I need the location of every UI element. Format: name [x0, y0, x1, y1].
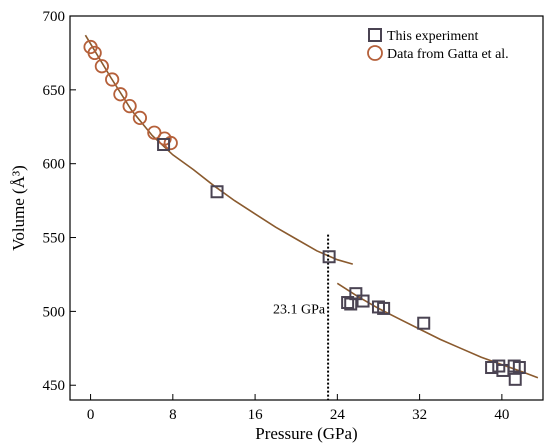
plot-frame [69, 15, 544, 401]
plot-area: 23.1 GPa [83, 34, 539, 400]
y-tick-label: 550 [43, 231, 66, 247]
legend-marker-gatta [367, 45, 383, 61]
data-point-experiment [356, 294, 370, 308]
legend-marker-experiment [368, 28, 382, 42]
data-point-experiment [341, 296, 355, 310]
x-tick-label: 24 [330, 407, 346, 423]
data-point-gatta [163, 135, 178, 151]
y-tick-label: 700 [43, 9, 66, 25]
data-point-experiment [349, 287, 363, 301]
y-tick-label: 450 [43, 378, 66, 394]
data-point-experiment [492, 359, 506, 373]
data-point-gatta [147, 125, 162, 140]
fit-curve-line [84, 34, 354, 265]
data-point-experiment [157, 137, 171, 151]
x-tick-label: 32 [412, 407, 427, 423]
x-tick-label: 0 [87, 407, 95, 423]
x-tick-label: 8 [169, 407, 177, 423]
data-point-gatta [113, 87, 128, 102]
y-tick-label: 650 [43, 83, 66, 99]
y-tick-label: 500 [43, 304, 66, 320]
data-point-experiment [210, 185, 224, 199]
legend: This experiment Data from Gatta et al. [367, 28, 509, 62]
data-point-gatta [132, 110, 148, 126]
axes: 0 8 16 24 32 40 450 500 550 600 650 700 Pressure (GP… [9, 9, 544, 443]
data-point-experiment [377, 301, 391, 315]
data-point-gatta [94, 59, 109, 74]
data-point-gatta [105, 72, 120, 87]
data-point-experiment [322, 250, 336, 264]
legend-label-experiment: This experiment [387, 29, 478, 44]
data-point-gatta [87, 45, 102, 61]
data-point-gatta [122, 98, 137, 114]
data-point-experiment [508, 372, 522, 386]
x-tick-label: 40 [494, 407, 509, 423]
x-tick-label: 16 [248, 407, 264, 423]
transition-annotation: 23.1 GPa [273, 302, 326, 317]
y-axis-title: Volume (Å³) [9, 165, 28, 251]
legend-label-gatta: Data from Gatta et al. [387, 47, 509, 62]
y-tick-label: 600 [43, 157, 66, 173]
data-point-experiment [512, 361, 526, 375]
x-axis-title: Pressure (GPa) [255, 424, 357, 443]
data-point-experiment [417, 316, 431, 330]
